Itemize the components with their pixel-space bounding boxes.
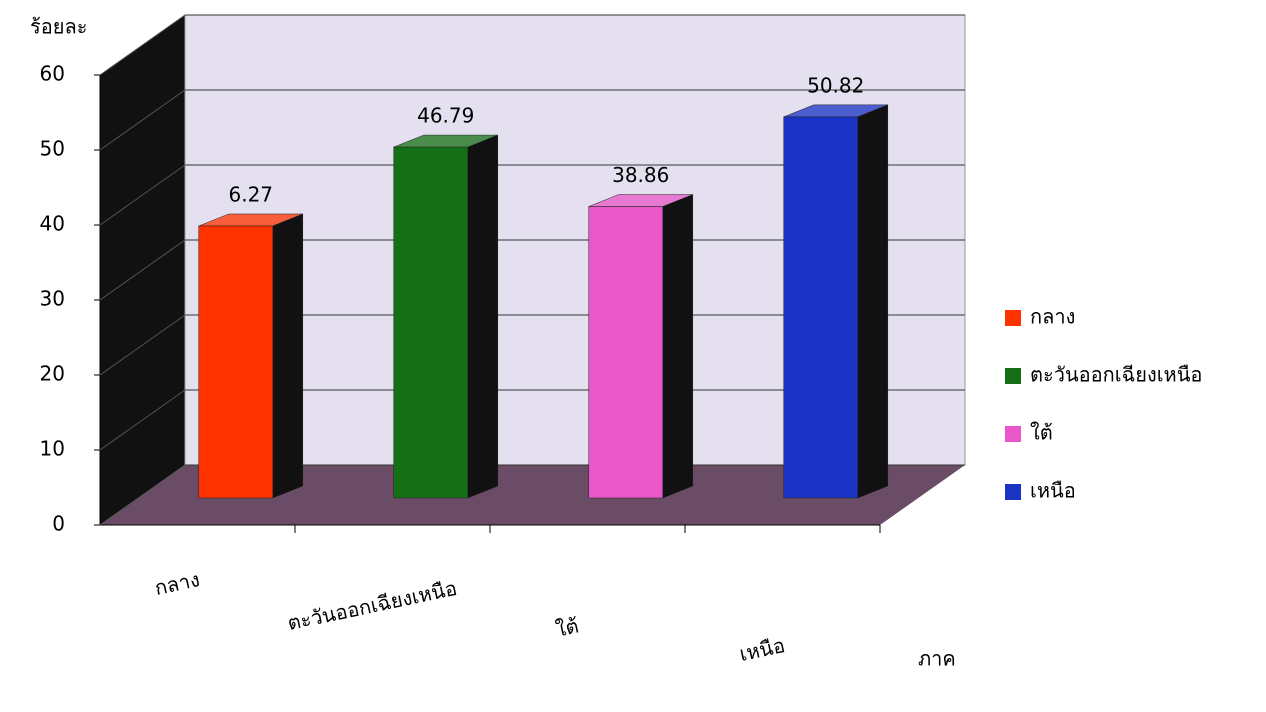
x-axis-title: ภาค bbox=[918, 647, 956, 671]
bar bbox=[393, 146, 469, 499]
x-tick-label: เหนือ bbox=[737, 633, 787, 666]
grid-line bbox=[99, 389, 186, 451]
bar-side bbox=[662, 194, 694, 499]
legend-swatch bbox=[1005, 310, 1021, 326]
y-tick-label: 40 bbox=[40, 212, 65, 236]
x-tick-label: กลาง bbox=[153, 567, 202, 600]
legend-swatch bbox=[1005, 426, 1021, 442]
grid-line bbox=[99, 89, 186, 151]
y-tick-label: 0 bbox=[52, 512, 65, 536]
legend-label: กลาง bbox=[1030, 305, 1075, 329]
y-axis-title: ร้อยละ bbox=[30, 15, 87, 39]
legend-swatch bbox=[1005, 368, 1021, 384]
data-label: 46.79 bbox=[417, 104, 474, 128]
y-tick-label: 60 bbox=[40, 62, 65, 86]
grid-line bbox=[99, 14, 186, 76]
bar-side bbox=[272, 213, 304, 499]
x-tick-label: ตะวันออกเฉียงเหนือ bbox=[285, 576, 459, 635]
grid-line bbox=[99, 314, 186, 376]
x-tick-label: ใต้ bbox=[554, 613, 581, 641]
y-tick-label: 30 bbox=[40, 287, 65, 311]
grid-line bbox=[99, 239, 186, 301]
bar bbox=[783, 116, 859, 499]
grid-line bbox=[99, 464, 186, 526]
y-tick-label: 10 bbox=[40, 437, 65, 461]
bar bbox=[588, 206, 664, 499]
bar-side bbox=[857, 104, 889, 499]
y-tick-label: 50 bbox=[40, 137, 65, 161]
data-label: 6.27 bbox=[228, 182, 273, 206]
floor bbox=[100, 465, 965, 525]
data-label: 50.82 bbox=[807, 73, 864, 97]
legend-label: เหนือ bbox=[1030, 479, 1076, 503]
legend-swatch bbox=[1005, 484, 1021, 500]
data-label: 38.86 bbox=[612, 163, 669, 187]
bar bbox=[198, 225, 274, 499]
grid-line bbox=[99, 164, 186, 226]
y-tick-label: 20 bbox=[40, 362, 65, 386]
bar-side bbox=[467, 134, 499, 499]
legend-label: ใต้ bbox=[1030, 421, 1053, 445]
legend-label: ตะวันออกเฉียงเหนือ bbox=[1030, 363, 1202, 387]
